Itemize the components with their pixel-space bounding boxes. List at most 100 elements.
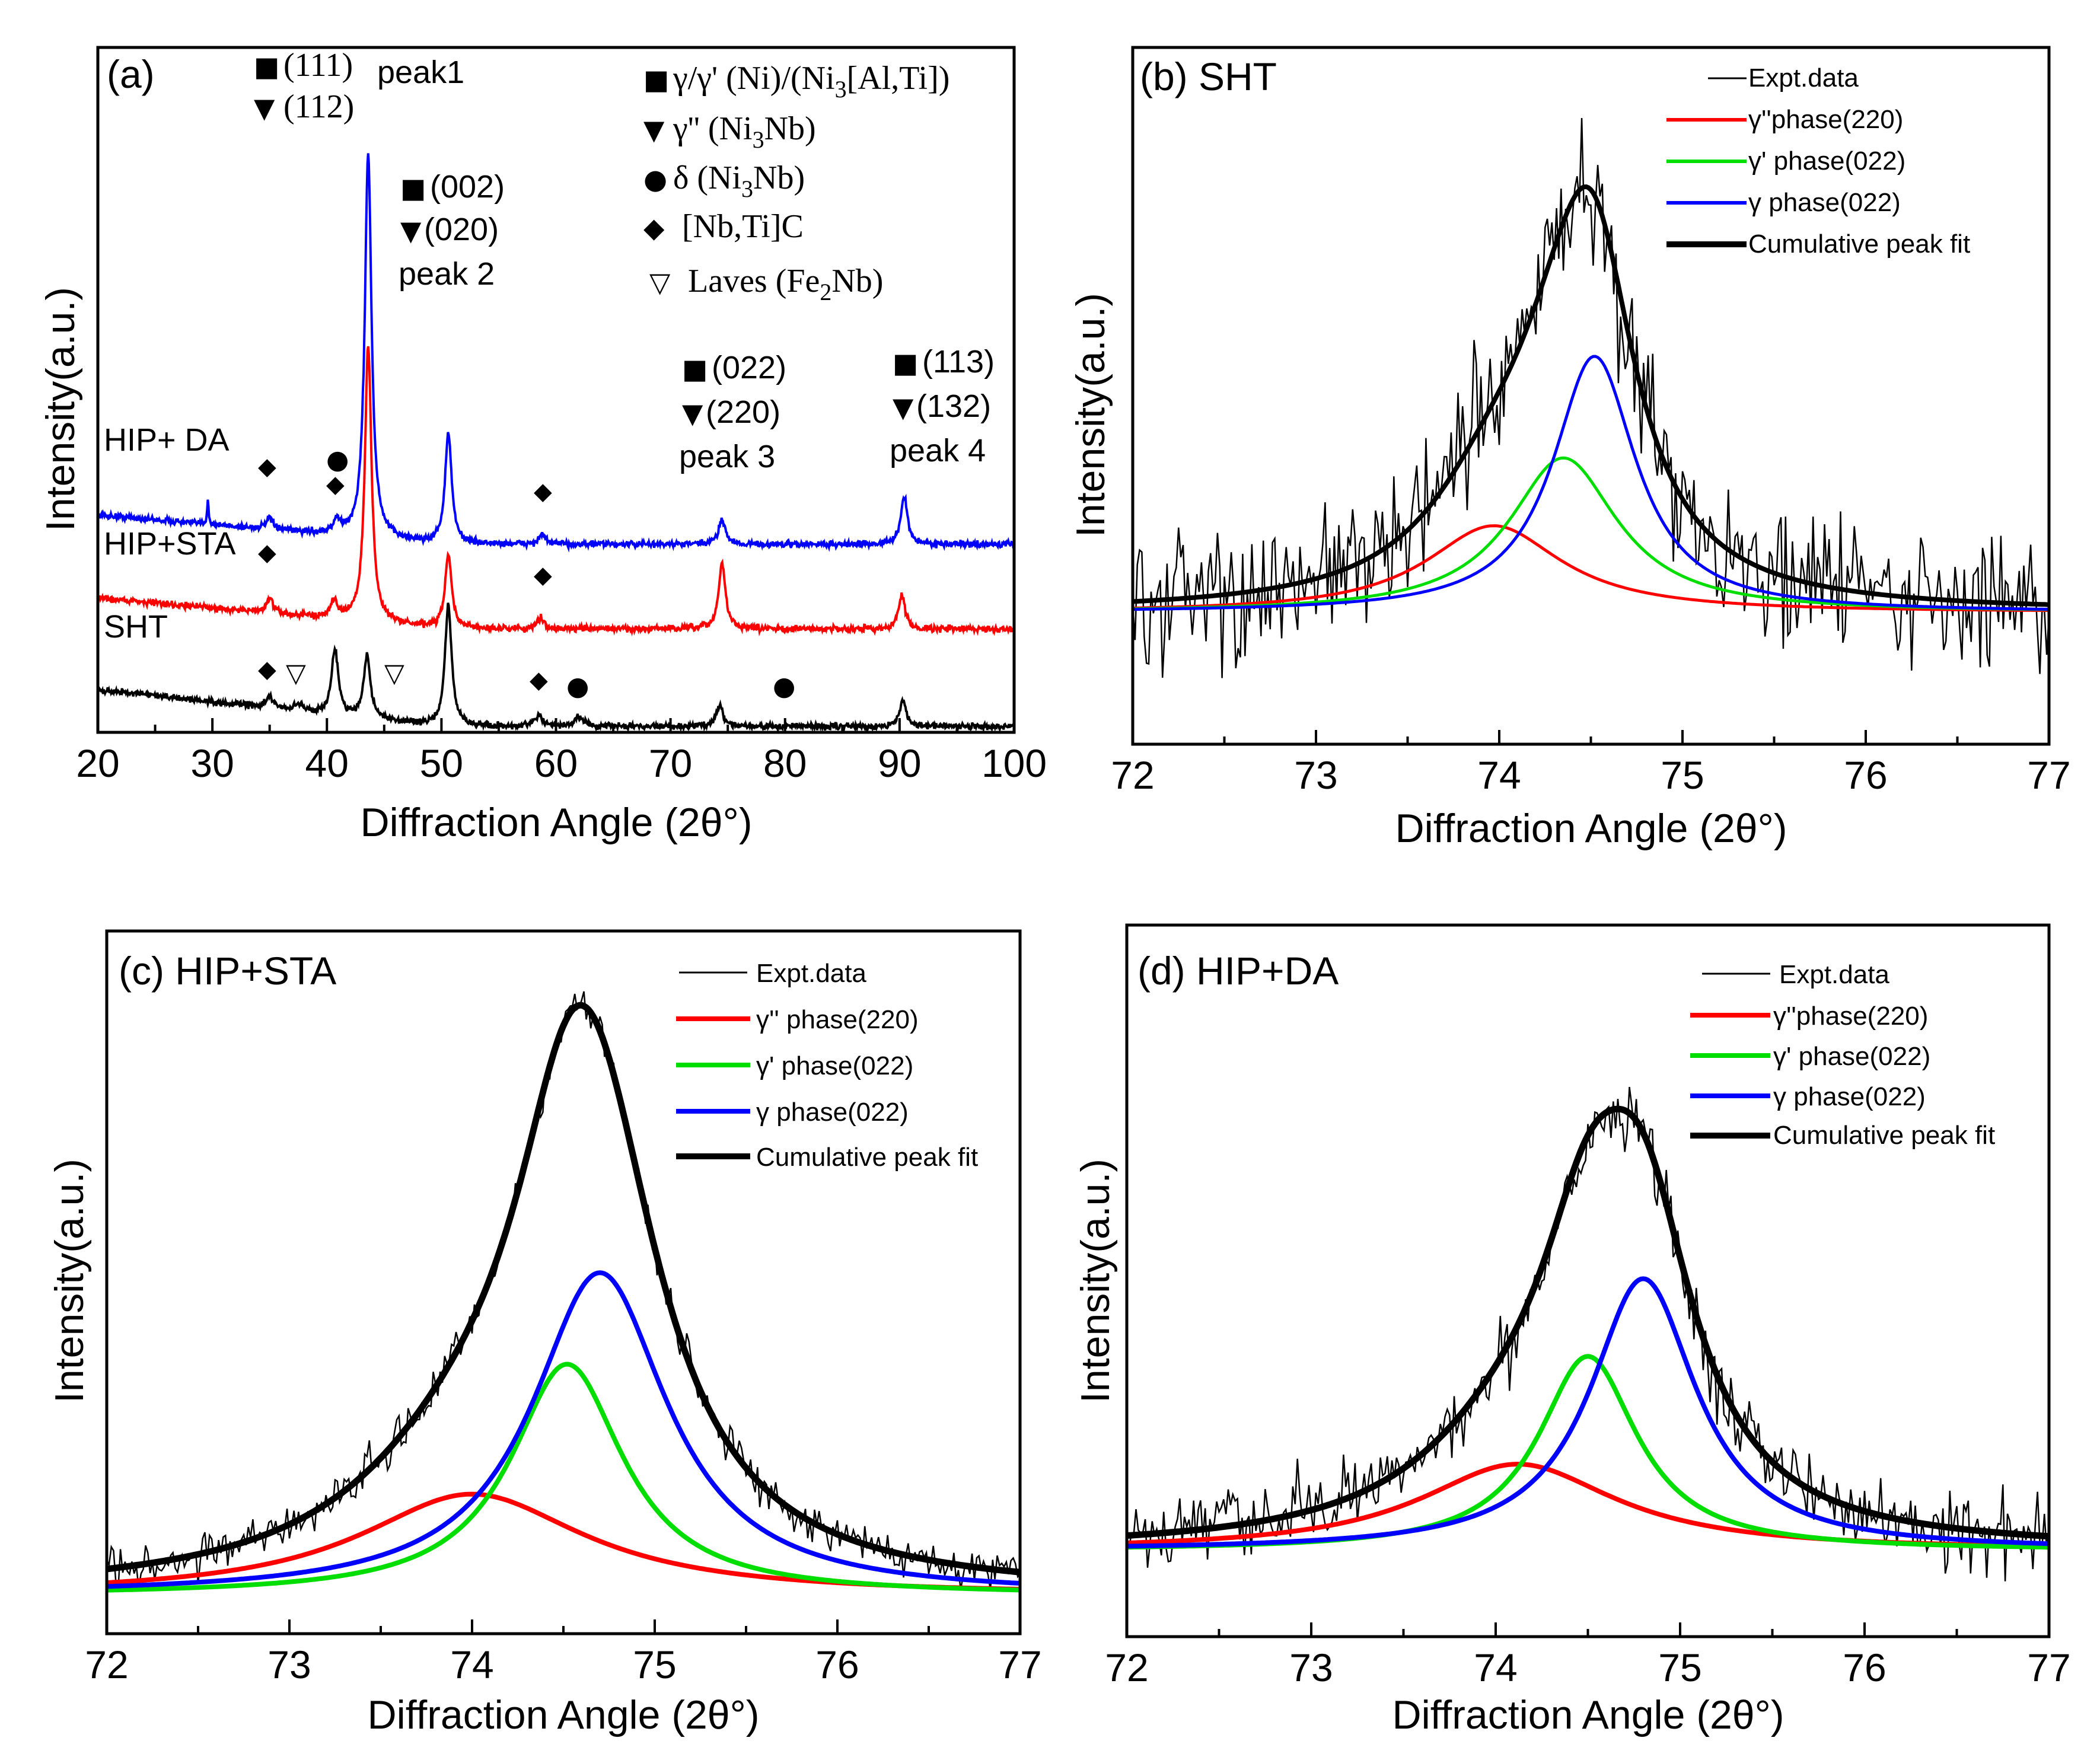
x-tick-label: 100 <box>982 741 1047 785</box>
x-tick-label: 73 <box>1294 753 1337 797</box>
panel-c-ylabel: Intensity(a.u.) <box>47 1159 92 1403</box>
a-triangle-marker: ▼ <box>400 215 422 247</box>
legend-square-marker: ■ <box>643 63 669 95</box>
a-p4-bottom: (132) <box>916 388 991 424</box>
d-ticks: 72 73 74 75 76 77 <box>1105 1622 2071 1689</box>
x-tick-label: 90 <box>878 741 921 785</box>
panel-b-xlabel: Diffraction Angle (2θ°) <box>1395 806 1787 851</box>
panel-c: 72 73 74 75 76 77 (c) HIP+STA Diffraction Ang… <box>47 929 1042 1737</box>
a-phase-markers: ◆ ● ◆ ◆ ◆ ◆ ◆ ▽ ▽ ◆ ● ● <box>258 445 795 702</box>
x-tick-label: 77 <box>998 1643 1041 1686</box>
fit-curve-0000ff <box>106 1270 1021 1589</box>
panel-c-legend: Expt.data γ'' phase(220) γ' phase(022) γ… <box>676 959 978 1172</box>
a-triangle-marker: ▼ <box>893 391 914 423</box>
expt-data-curve <box>1126 1086 2050 1582</box>
b-ticks: 72 73 74 75 76 77 <box>1111 730 2071 797</box>
a-diamond-marker: ◆ <box>258 656 276 683</box>
legend-label-expt: Expt.data <box>756 959 866 988</box>
legend-label-gamma-double-prime: γ'' phase(220) <box>756 1005 919 1034</box>
expt-data-curve <box>106 991 1021 1590</box>
b-curves <box>1132 117 2050 678</box>
a-open-triangle-marker: ▽ <box>286 658 306 688</box>
x-tick-label: 20 <box>76 741 119 785</box>
cumulative-fit-curve <box>1126 1105 2050 1540</box>
a-label-hipsta: HIP+STA <box>104 526 236 562</box>
panel-d-legend: Expt.data γ''phase(220) γ' phase(022) γ … <box>1690 960 1995 1150</box>
x-tick-label: 74 <box>450 1643 493 1686</box>
a-square-marker: ■ <box>254 50 279 82</box>
xrd-curve-sht <box>97 602 1015 734</box>
a-diamond-marker: ◆ <box>534 478 552 505</box>
panel-c-title: (c) HIP+STA <box>119 949 336 993</box>
a-diamond-marker: ◆ <box>534 562 552 589</box>
x-tick-label: 72 <box>85 1643 128 1686</box>
x-tick-label: 40 <box>305 741 349 785</box>
a-p1-bottom: (112) <box>283 88 354 125</box>
x-tick-label: 72 <box>1111 753 1154 797</box>
a-square-marker: ■ <box>682 353 708 385</box>
legend-label-cumulative: Cumulative peak fit <box>1748 229 1970 259</box>
legend-label-expt: Expt.data <box>1779 960 1889 989</box>
a-circle-marker: ● <box>566 671 589 702</box>
legend-circle-marker: ● <box>643 163 667 195</box>
panel-b-legend: Expt.data γ''phase(220) γ' phase(022) γ … <box>1666 63 1970 259</box>
legend-label-gamma: γ phase(022) <box>1748 188 1901 217</box>
fit-curve-ff0000 <box>1132 524 2050 613</box>
a-p2-name: peak 2 <box>399 256 495 292</box>
x-tick-label: 73 <box>1289 1646 1333 1689</box>
a-p4-name: peak 4 <box>890 433 986 468</box>
x-tick-label: 74 <box>1474 1646 1517 1689</box>
x-tick-label: 75 <box>633 1643 676 1686</box>
x-tick-label: 30 <box>190 741 234 785</box>
panel-a-xlabel: Diffraction Angle (2θ°) <box>361 800 753 845</box>
legend-label-gamma-double-prime: γ''phase(220) <box>1748 105 1903 134</box>
a-p3-name: peak 3 <box>679 439 775 474</box>
expt-data-curve <box>1132 117 2050 678</box>
a-diamond-marker: ◆ <box>326 471 345 498</box>
a-open-triangle-marker: ▽ <box>384 658 404 688</box>
x-tick-label: 77 <box>2027 1646 2070 1689</box>
a-p4-top: (113) <box>922 344 995 380</box>
panel-b: 72 73 74 75 76 77 (b) SHT Diffraction Angle (… <box>1068 46 2071 851</box>
legend-label-cumulative: Cumulative peak fit <box>756 1143 978 1172</box>
x-tick-label: 74 <box>1477 753 1521 797</box>
x-tick-label: 77 <box>2027 753 2070 797</box>
fit-curve-0000ff <box>1126 1276 2050 1549</box>
panel-d-ylabel: Intensity(a.u.) <box>1073 1159 1118 1403</box>
a-diamond-marker: ◆ <box>258 453 276 480</box>
a-diamond-marker: ◆ <box>530 667 548 694</box>
xrd-curve-hip-da <box>97 153 1015 553</box>
x-tick-label: 70 <box>649 741 692 785</box>
c-ticks: 72 73 74 75 76 77 <box>85 1619 1042 1686</box>
x-tick-label: 60 <box>534 741 578 785</box>
legend-label-gamma: γ phase(022) <box>1773 1082 1926 1111</box>
cumulative-fit-curve <box>106 1002 1021 1576</box>
x-tick-label: 73 <box>267 1643 311 1686</box>
x-tick-label: 80 <box>763 741 807 785</box>
panel-d: 72 73 74 75 76 77 (d) HIP+DA Diffraction Angl… <box>1073 923 2071 1737</box>
legend-carbide: [Nb,Ti]C <box>682 208 804 245</box>
panel-d-title: (d) HIP+DA <box>1137 949 1339 993</box>
a-p1-top: (111) <box>283 47 353 84</box>
panel-a-ylabel: Intensity(a.u.) <box>38 287 83 531</box>
panel-a-legend: ■ γ/γ' (Ni)/(Ni3[Al,Ti]) ▼ γ'' (Ni3Nb) ●… <box>643 60 949 305</box>
a-diamond-marker: ◆ <box>258 539 276 566</box>
fit-curve-00dd00 <box>106 1362 1021 1593</box>
legend-label-gamma-prime: γ' phase(022) <box>1773 1042 1930 1071</box>
legend-gamma-double-prime: γ'' (Ni3Nb) <box>673 110 816 153</box>
x-tick-label: 76 <box>1844 753 1887 797</box>
panel-c-xlabel: Diffraction Angle (2θ°) <box>368 1692 760 1737</box>
legend-gamma: γ/γ' (Ni)/(Ni3[Al,Ti]) <box>673 60 949 103</box>
a-circle-marker: ● <box>773 671 795 702</box>
a-label-hipda: HIP+ DA <box>104 422 230 458</box>
legend-label-cumulative: Cumulative peak fit <box>1773 1121 1995 1150</box>
a-p2-top: (002) <box>430 169 505 205</box>
x-tick-label: 72 <box>1105 1646 1148 1689</box>
a-curves <box>97 153 1015 734</box>
x-tick-label: 76 <box>815 1643 859 1686</box>
a-triangle-marker: ▼ <box>254 92 275 124</box>
legend-laves: Laves (Fe2Nb) <box>688 263 883 305</box>
x-tick-label: 75 <box>1661 753 1704 797</box>
panel-d-frame <box>1125 923 2051 1638</box>
